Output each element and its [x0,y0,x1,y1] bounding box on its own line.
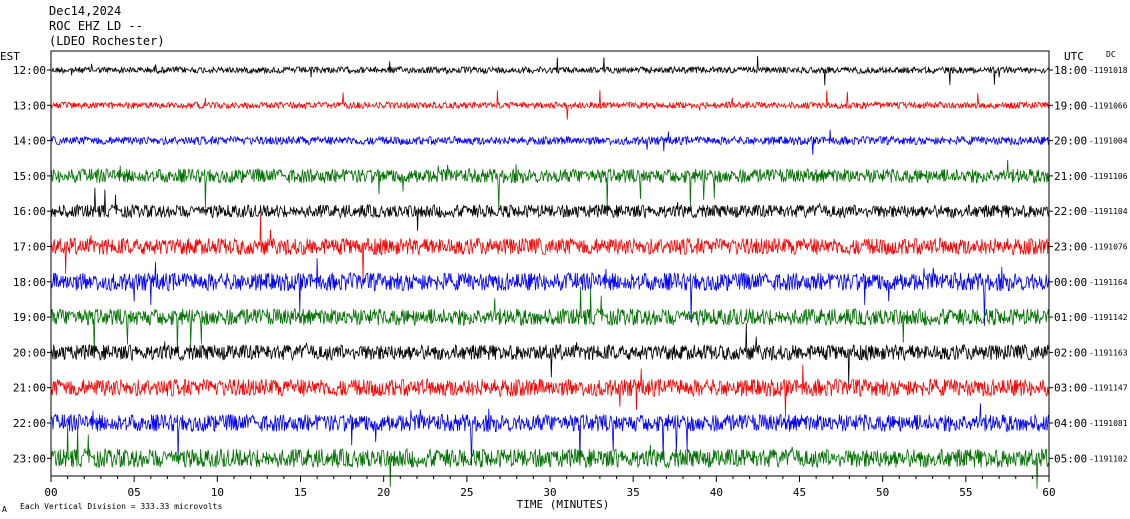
dc-value: -1191066 [1089,101,1128,110]
scale-note: Each Vertical Division = 333.33 microvol… [20,502,222,511]
station-title: ROC EHZ LD -- [49,19,143,33]
utc-hour-label: 23:00 [1054,241,1087,254]
dc-value: -1191142 [1089,313,1128,322]
trace-layer [50,55,1050,489]
utc-hour-labels: 18:00 -1191018 19:00 -1191066 20:00 -1191004 2… [1049,64,1128,465]
utc-hour-label: 21:00 [1054,170,1087,183]
trace-line [50,424,1050,489]
est-hour-label: 13:00 [13,99,46,112]
utc-hour-label: 18:00 [1054,64,1087,77]
utc-hour-label: 01:00 [1054,311,1087,324]
utc-hour-label: 03:00 [1054,382,1087,395]
x-tick-label: 15 [294,486,307,499]
trace-line [50,258,1050,326]
x-tick-label: 20 [377,486,390,499]
est-hour-label: 16:00 [13,205,46,218]
utc-hour-label: 02:00 [1054,346,1087,359]
x-tick-label: 50 [876,486,889,499]
utc-hour-label: 19:00 [1054,99,1087,112]
utc-hour-label: 05:00 [1054,452,1087,465]
plot-frame [50,50,1050,477]
utc-hour-label: 00:00 [1054,276,1087,289]
dc-value: -1191076 [1089,243,1128,252]
dc-value: -1191147 [1089,384,1128,393]
trace-line [50,364,1050,418]
dc-value: -1191102 [1089,454,1128,463]
x-tick-label: 45 [793,486,806,499]
utc-hour-label: 20:00 [1054,135,1087,148]
trace-line [50,286,1050,357]
utc-hour-label: 04:00 [1054,417,1087,430]
x-tick-label: 55 [959,486,972,499]
trace-line [50,129,1050,155]
est-hour-label: 15:00 [13,170,46,183]
trace-line [50,403,1050,466]
dc-axis-label: DC [1106,50,1116,59]
est-hour-labels: 12:00 13:00 14:00 15:00 16:00 17:00 18:00 19:00… [13,64,51,465]
est-axis-label: EST [0,50,20,63]
dc-value: -1191018 [1089,66,1128,75]
dc-value: -1191004 [1089,137,1128,146]
dc-value: -1191163 [1089,348,1128,357]
trace-line [50,187,1050,231]
dc-value: -1191164 [1089,278,1128,287]
est-hour-label: 18:00 [13,276,46,289]
network-title: (LDEO Rochester) [49,34,165,48]
est-hour-label: 19:00 [13,311,46,324]
dc-value: -1191081 [1089,419,1128,428]
dc-value: -1191106 [1089,172,1128,181]
dc-value: -1191104 [1089,207,1128,216]
est-hour-label: 22:00 [13,417,46,430]
trace-line [50,322,1050,386]
x-tick-label: 25 [460,486,473,499]
trace-line [50,214,1050,283]
corner-mark: A [2,505,7,514]
date-title: Dec14,2024 [49,4,122,18]
est-hour-label: 14:00 [13,135,46,148]
x-axis: 00 05 10 15 20 25 30 35 40 45 50 55 60 [44,476,1056,499]
x-tick-label: 40 [710,486,723,499]
x-tick-label: 35 [627,486,640,499]
est-hour-label: 17:00 [13,241,46,254]
x-axis-title: TIME (MINUTES) [517,498,610,511]
est-hour-label: 21:00 [13,382,46,395]
x-tick-label: 60 [1042,486,1055,499]
est-hour-label: 20:00 [13,346,46,359]
trace-line [50,55,1050,86]
est-hour-label: 12:00 [13,64,46,77]
x-tick-label: 05 [128,486,141,499]
est-hour-label: 23:00 [13,452,46,465]
trace-line [50,89,1050,120]
trace-line [50,159,1050,211]
x-tick-label: 30 [543,486,556,499]
x-tick-label: 10 [211,486,224,499]
x-tick-label: 00 [44,486,57,499]
utc-axis-label: UTC [1064,50,1084,63]
utc-hour-label: 22:00 [1054,205,1087,218]
